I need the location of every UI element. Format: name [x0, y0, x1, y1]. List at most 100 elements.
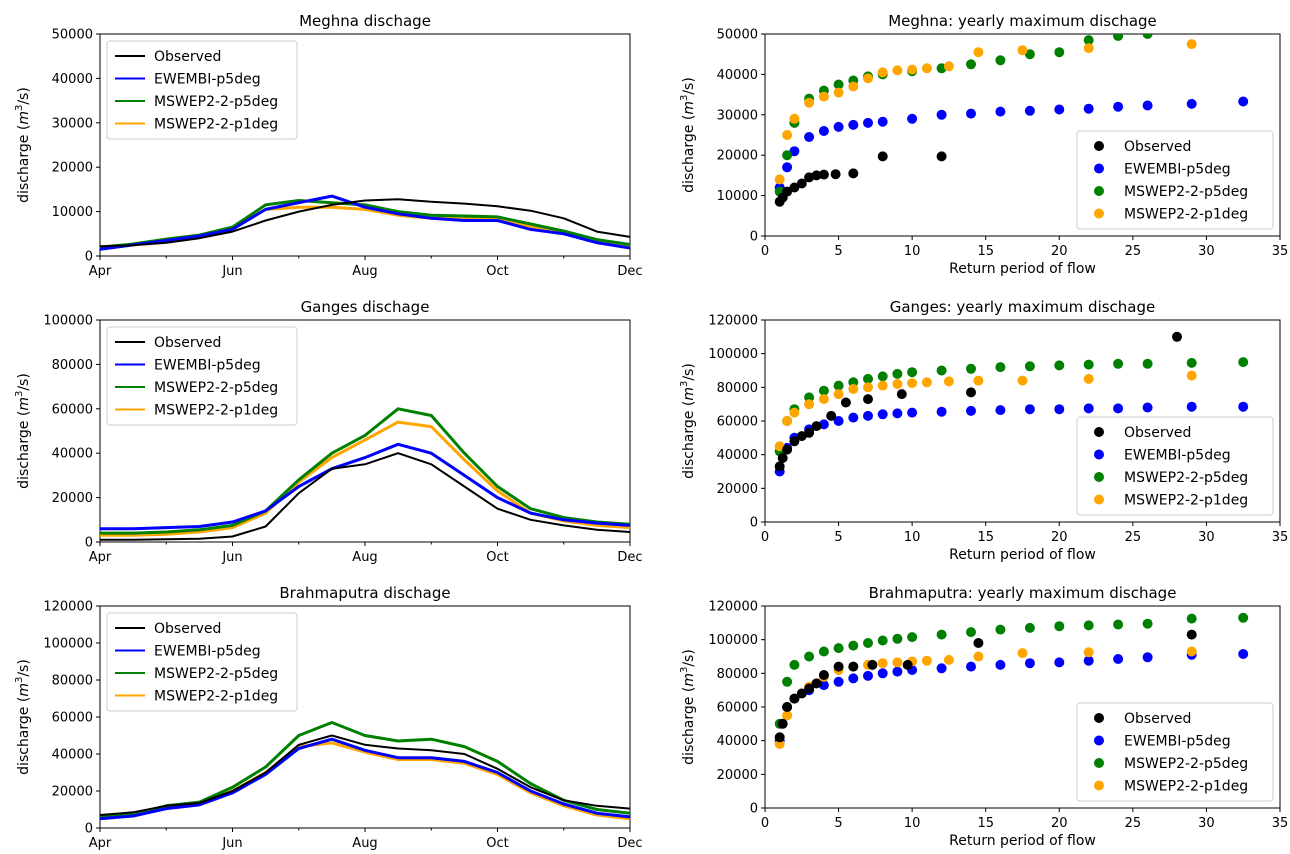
point-ewembi-p5deg [1113, 101, 1124, 112]
y-tick-label: 0 [85, 536, 93, 551]
legend: Observed EWEMBI-p5deg MSWEP2-2-p5deg MSWEP2… [1076, 702, 1274, 802]
legend-swatch [1094, 713, 1104, 723]
point-observed [1186, 629, 1197, 640]
series-line-observed [100, 452, 630, 541]
point-observed [863, 394, 873, 405]
point-ewembi-p5deg [833, 121, 844, 132]
point-mswep2-2-p1deg [863, 382, 873, 393]
legend-label: Observed [1124, 425, 1191, 441]
legend-label: MSWEP2-2-p5deg [1124, 184, 1248, 200]
legend-label: MSWEP2-2-p1deg [1124, 207, 1248, 223]
point-observed [867, 659, 878, 670]
point-observed [782, 702, 793, 712]
ganges-ts-panel: Ganges dischage 0 20000 40000 60000 80000 1000… [14, 298, 643, 565]
point-observed [796, 178, 807, 189]
point-mswep2-2-p1deg [789, 407, 800, 418]
point-observed [848, 168, 859, 179]
legend-box [106, 40, 298, 140]
y-axis-label: discharge (m3/s) [679, 77, 697, 193]
point-mswep2-2-p5deg [863, 638, 873, 648]
point-ewembi-p5deg [804, 132, 815, 142]
point-mswep2-2-p5deg [907, 367, 918, 378]
legend-label: MSWEP2-2-p5deg [154, 94, 278, 110]
point-ewembi-p5deg [877, 116, 888, 127]
x-tick-label: 25 [1125, 244, 1142, 259]
y-axis-label-part: m [681, 673, 697, 687]
point-mswep2-2-p1deg [1186, 370, 1197, 381]
point-mswep2-2-p5deg [877, 371, 888, 382]
y-axis-label: discharge (m3/s) [14, 373, 32, 489]
y-axis-label-part: discharge ( [681, 115, 697, 193]
point-ewembi-p5deg [1024, 404, 1035, 415]
point-mswep2-2-p1deg [973, 375, 984, 386]
y-tick-label: 0 [85, 822, 93, 837]
point-ewembi-p5deg [1083, 655, 1094, 666]
plot-area [774, 612, 1249, 749]
x-tick-label: 0 [761, 244, 769, 259]
point-ewembi-p5deg [1054, 657, 1065, 668]
point-observed [818, 169, 829, 180]
y-axis-label-part: /s) [16, 373, 32, 390]
x-tick-label: 30 [1198, 816, 1215, 831]
series-line-ewembi-p5deg [100, 442, 630, 531]
point-mswep2-2-p1deg [921, 655, 932, 666]
point-ewembi-p5deg [848, 412, 859, 423]
y-tick-label: 60000 [52, 402, 93, 417]
y-tick-label: 80000 [717, 667, 758, 682]
legend-label: EWEMBI-p5deg [154, 358, 261, 374]
x-tick-label: 35 [1272, 530, 1289, 545]
point-observed [777, 718, 788, 729]
point-mswep2-2-p5deg [966, 627, 976, 638]
y-axis-label-part: m [16, 111, 32, 125]
point-observed [811, 421, 822, 432]
x-axis-label: Return period of flow [949, 261, 1096, 277]
y-tick-label: 20000 [52, 161, 93, 176]
legend-label: MSWEP2-2-p5deg [1124, 756, 1248, 772]
point-observed [789, 693, 800, 704]
point-mswep2-2-p5deg [1024, 361, 1035, 372]
point-mswep2-2-p5deg [833, 643, 844, 654]
point-mswep2-2-p1deg [833, 87, 844, 98]
point-mswep2-2-p5deg [782, 150, 793, 161]
y-tick-label: 50000 [52, 28, 93, 43]
y-axis-label-part: discharge ( [681, 401, 697, 479]
point-ewembi-p5deg [833, 416, 844, 426]
x-tick-label: Jun [221, 836, 242, 851]
point-mswep2-2-p5deg [782, 676, 793, 687]
legend-label: EWEMBI-p5deg [1124, 448, 1231, 464]
point-mswep2-2-p1deg [1083, 43, 1094, 54]
point-mswep2-2-p5deg [995, 624, 1006, 635]
y-axis-label-part: 3 [14, 677, 25, 683]
y-tick-label: 10000 [717, 189, 758, 204]
point-mswep2-2-p1deg [943, 654, 954, 665]
x-tick-label: Jun [221, 550, 242, 565]
brahma-ts-panel: Brahmaputra dischage 0 20000 40000 60000 8000… [14, 584, 643, 851]
point-ewembi-p5deg [1142, 652, 1153, 663]
point-ewembi-p5deg [1186, 401, 1197, 412]
legend-swatch [1094, 186, 1104, 196]
point-mswep2-2-p5deg [789, 659, 800, 670]
y-axis-label-part: m [16, 683, 32, 697]
point-observed [936, 151, 947, 162]
point-ewembi-p5deg [789, 146, 800, 157]
point-observed [902, 659, 913, 670]
point-mswep2-2-p5deg [1083, 359, 1094, 370]
point-mswep2-2-p5deg [1083, 620, 1094, 631]
y-axis-label-part: /s) [681, 77, 697, 94]
legend: Observed EWEMBI-p5deg MSWEP2-2-p5deg MSWEP2… [1076, 416, 1274, 516]
x-tick-label: Dec [617, 264, 642, 279]
point-mswep2-2-p5deg [848, 640, 859, 651]
x-tick-label: Aug [352, 550, 377, 565]
point-mswep2-2-p1deg [1083, 373, 1094, 384]
y-tick-label: 20000 [717, 149, 758, 164]
point-mswep2-2-p1deg [1017, 375, 1028, 386]
legend-swatch [1094, 141, 1104, 151]
point-mswep2-2-p5deg [892, 368, 903, 379]
y-tick-label: 60000 [52, 711, 93, 726]
y-tick-label: 50000 [717, 28, 758, 43]
series-line-mswep2-2-p5deg [100, 721, 630, 819]
point-mswep2-2-p1deg [804, 97, 815, 108]
point-mswep2-2-p1deg [921, 63, 932, 74]
point-ewembi-p5deg [936, 406, 947, 417]
point-mswep2-2-p1deg [818, 394, 829, 405]
